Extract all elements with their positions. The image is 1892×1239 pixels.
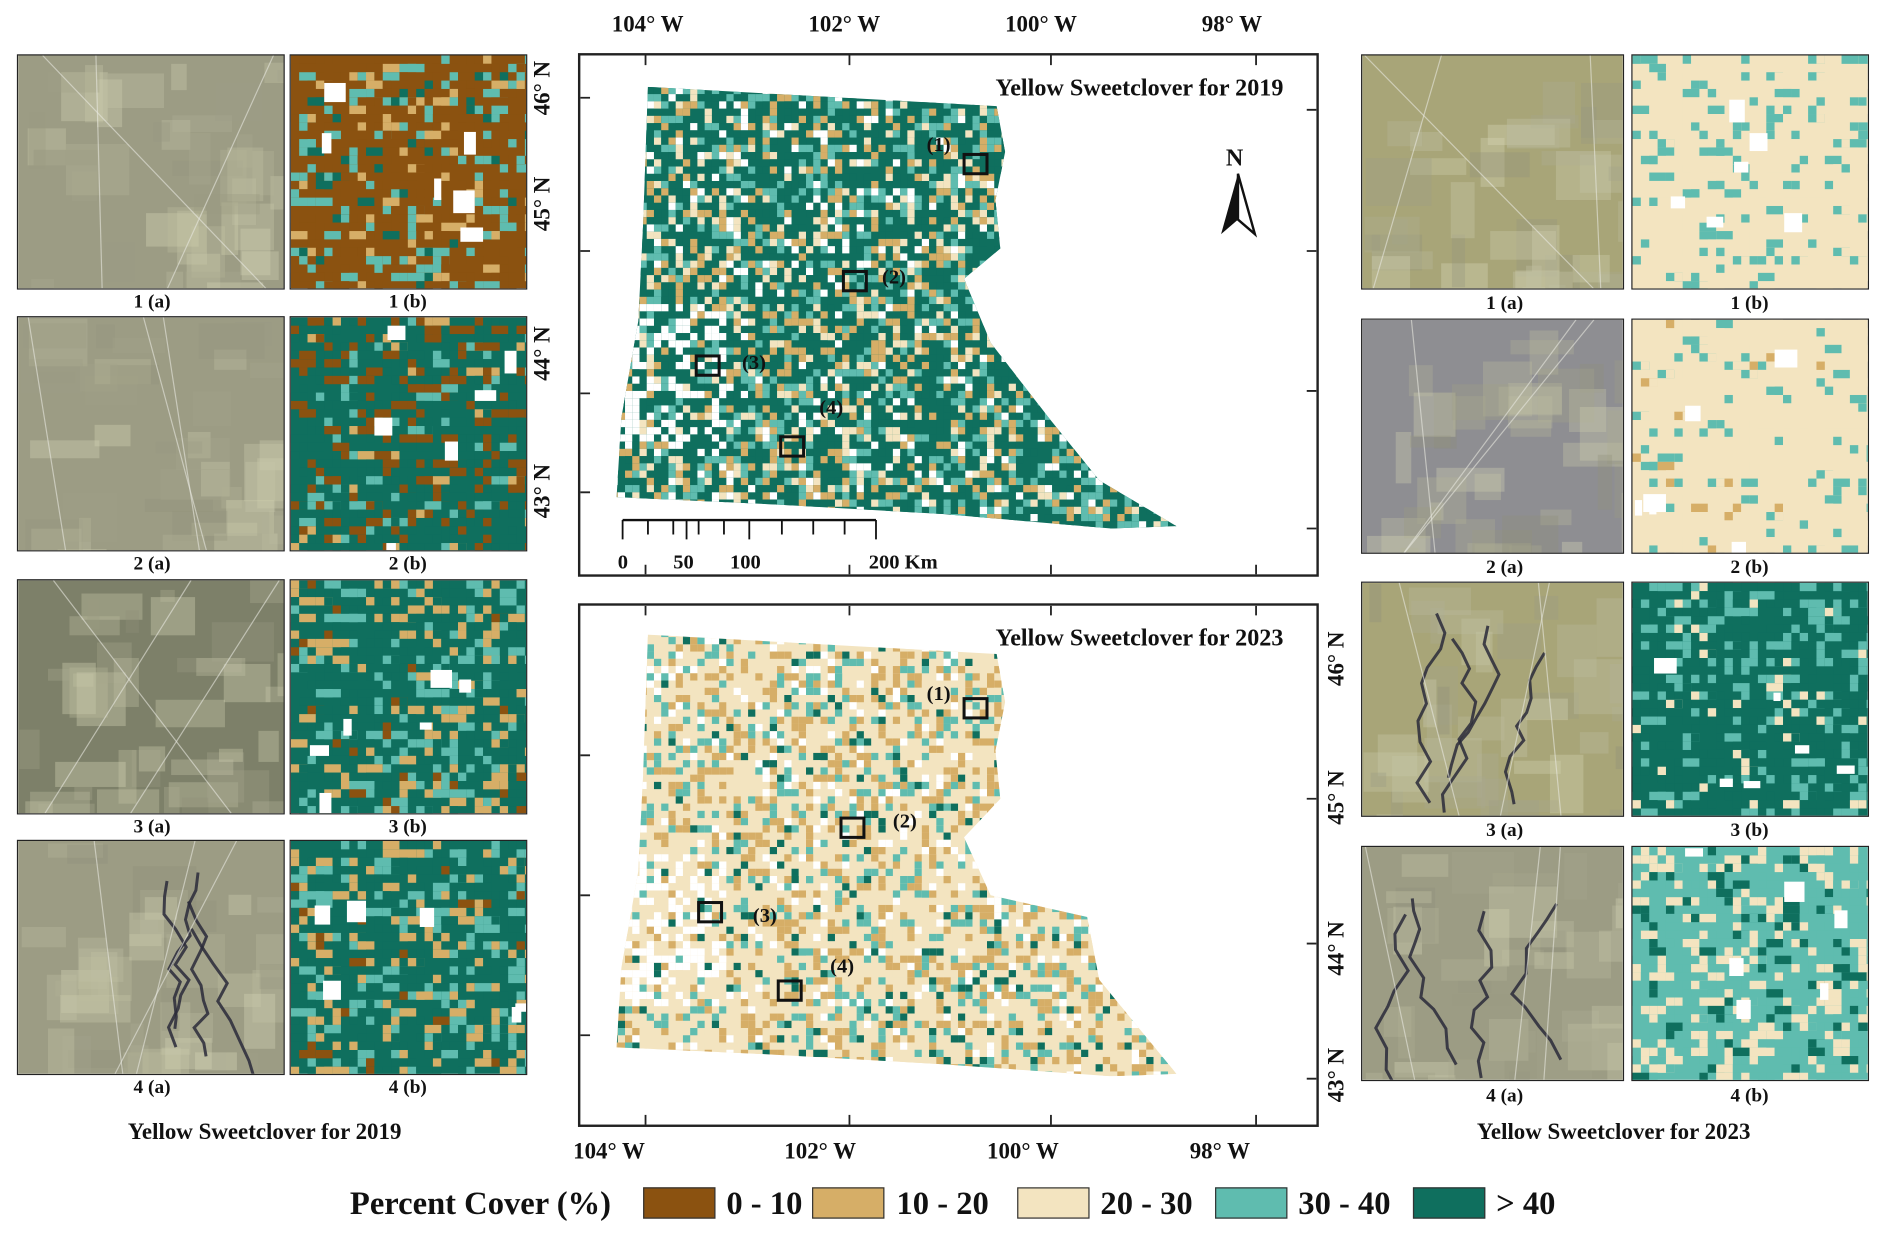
legend-swatch [643, 1187, 716, 1219]
tile-left-4a [16, 839, 285, 1076]
tile-left-2b [289, 316, 528, 552]
scale-label: 50 [673, 550, 694, 574]
lon-label: 102° W [784, 1139, 857, 1165]
tile-label: 1 (a) [133, 291, 171, 313]
tile-right-3b [1631, 581, 1870, 817]
tile-left-1b [289, 54, 528, 290]
legend-label: 0 - 10 [726, 1184, 803, 1222]
map-title: Yellow Sweetclover for 2023 [995, 625, 1284, 652]
tile-label: 3 (b) [1730, 820, 1769, 842]
tile-right-2a [1361, 318, 1625, 554]
lon-label: 100° W [1005, 12, 1077, 38]
lat-label: 44° N [1324, 921, 1350, 976]
scale-label: 0 [617, 550, 629, 574]
map-canvas [580, 55, 1317, 575]
tile-left-1a [16, 54, 285, 290]
tile-left-3b [289, 579, 528, 815]
tile-label: 2 (b) [1730, 557, 1769, 578]
lon-label: 102° W [808, 12, 881, 38]
legend-swatch [812, 1187, 885, 1219]
tile-label: 2 (a) [1486, 557, 1524, 578]
map-frame-2019 [577, 53, 1319, 577]
lon-label: 98° W [1189, 1139, 1251, 1165]
tile-right-1a [1361, 54, 1625, 290]
legend-swatch [1017, 1187, 1090, 1219]
site-label: (4) [819, 395, 844, 419]
tile-left-3a [16, 579, 285, 815]
map-frame-2023 [577, 603, 1319, 1127]
tile-left-4b [289, 839, 528, 1076]
site-box [697, 901, 724, 924]
tile-right-4b [1631, 845, 1870, 1082]
tile-label: 4 (b) [388, 1077, 427, 1099]
legend-swatch [1215, 1187, 1288, 1219]
site-label: (1) [926, 681, 951, 705]
site-label: (2) [892, 809, 917, 833]
tile-label: 2 (a) [133, 553, 171, 575]
site-label: (3) [752, 903, 777, 927]
lat-label: 43° N [530, 463, 556, 519]
tile-label: 1 (b) [388, 291, 427, 313]
scale-label: 100 [729, 550, 761, 574]
site-box [841, 269, 868, 293]
north-label: N [1225, 144, 1244, 172]
tile-label: 4 (b) [1730, 1085, 1769, 1107]
site-box [962, 697, 989, 720]
tile-right-2b [1631, 318, 1870, 554]
tile-label: 3 (a) [133, 816, 171, 838]
map-canvas [580, 605, 1317, 1125]
scale-label: 200 Km [868, 550, 938, 574]
legend-title: Percent Cover (%) [349, 1184, 612, 1222]
legend-label: 10 - 20 [896, 1184, 989, 1222]
legend-label: 20 - 30 [1100, 1184, 1193, 1222]
tile-right-3a [1361, 581, 1625, 817]
map-title: Yellow Sweetclover for 2019 [995, 74, 1284, 102]
site-box [779, 435, 806, 458]
lat-label: 45° N [1324, 770, 1350, 825]
site-box [962, 152, 989, 176]
site-label: (2) [882, 265, 906, 289]
tile-label: 4 (a) [1486, 1085, 1524, 1107]
tile-right-4a [1361, 845, 1625, 1082]
site-box [694, 354, 721, 377]
tile-left-2a [16, 316, 285, 552]
tile-label: 4 (a) [133, 1077, 171, 1099]
tile-label: 1 (a) [1486, 293, 1524, 314]
tile-label: 2 (b) [388, 553, 427, 575]
lat-label: 46° N [530, 60, 556, 116]
tile-label: 3 (a) [1486, 820, 1524, 842]
lon-label: 100° W [986, 1139, 1059, 1165]
lat-label: 43° N [1324, 1047, 1350, 1103]
scale-bar [615, 513, 880, 544]
right-panel-caption: Yellow Sweetclover for 2023 [1476, 1119, 1751, 1146]
lat-label: 44° N [530, 326, 556, 381]
site-label: (4) [830, 954, 855, 978]
lon-label: 104° W [611, 12, 684, 38]
lon-label: 98° W [1201, 12, 1263, 38]
legend-swatch [1412, 1187, 1486, 1219]
tile-label: 1 (b) [1730, 293, 1769, 314]
site-label: (3) [742, 351, 766, 375]
north-arrow-icon: N [1214, 145, 1262, 242]
site-box [839, 816, 866, 839]
site-label: (1) [926, 132, 951, 156]
legend-label: > 40 [1496, 1184, 1556, 1222]
lat-label: 45° N [530, 176, 556, 232]
legend-label: 30 - 40 [1298, 1184, 1391, 1222]
lat-label: 46° N [1324, 631, 1350, 686]
tile-label: 3 (b) [388, 816, 427, 838]
tile-right-1b [1631, 54, 1870, 290]
lon-label: 104° W [573, 1139, 645, 1165]
left-panel-caption: Yellow Sweetclover for 2019 [127, 1119, 402, 1146]
site-box [776, 979, 803, 1002]
